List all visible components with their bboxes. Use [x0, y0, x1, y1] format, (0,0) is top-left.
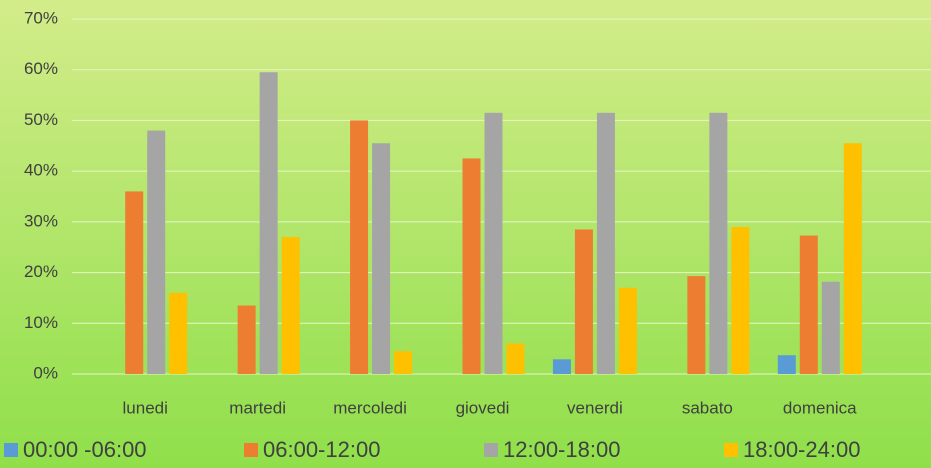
y-tick-label: 60% [24, 59, 58, 78]
y-tick-label: 70% [24, 8, 58, 27]
x-tick-label: domenica [783, 398, 857, 417]
x-tick-label: venerdi [567, 398, 623, 417]
bar [574, 229, 593, 374]
bar [506, 343, 525, 374]
y-tick-label: 0% [33, 363, 58, 382]
legend-label: 12:00-18:00 [503, 437, 620, 462]
x-tick-label: lunedi [123, 398, 168, 417]
bar [552, 359, 571, 374]
bar [237, 305, 256, 374]
legend-label: 00:00 -06:00 [23, 437, 147, 462]
legend-label: 06:00-12:00 [263, 437, 380, 462]
bar [484, 112, 503, 375]
bar [147, 130, 166, 374]
bar [169, 292, 188, 374]
bar [125, 191, 144, 374]
bar [596, 112, 615, 375]
x-tick-label: mercoledi [333, 398, 407, 417]
x-tick-label: martedi [229, 398, 286, 417]
x-tick-label: giovedi [456, 398, 510, 417]
bar [777, 355, 796, 374]
bar [350, 120, 369, 374]
legend-swatch [244, 443, 258, 457]
x-tick-label: sabato [682, 398, 733, 417]
bar [394, 351, 413, 374]
y-tick-label: 10% [24, 313, 58, 332]
bar [843, 143, 862, 374]
bar [462, 158, 481, 374]
y-tick-label: 40% [24, 161, 58, 180]
legend-swatch [724, 443, 738, 457]
bar [687, 276, 706, 374]
legend-swatch [484, 443, 498, 457]
bar [618, 287, 637, 374]
bar [799, 235, 818, 374]
bar [281, 237, 300, 374]
bar [731, 226, 750, 374]
bar [709, 112, 728, 375]
bar [259, 72, 278, 374]
legend-swatch [4, 443, 18, 457]
bar [372, 143, 391, 374]
y-tick-label: 20% [24, 262, 58, 281]
legend-label: 18:00-24:00 [743, 437, 860, 462]
y-tick-label: 50% [24, 110, 58, 129]
y-tick-label: 30% [24, 211, 58, 230]
bar [821, 281, 840, 374]
